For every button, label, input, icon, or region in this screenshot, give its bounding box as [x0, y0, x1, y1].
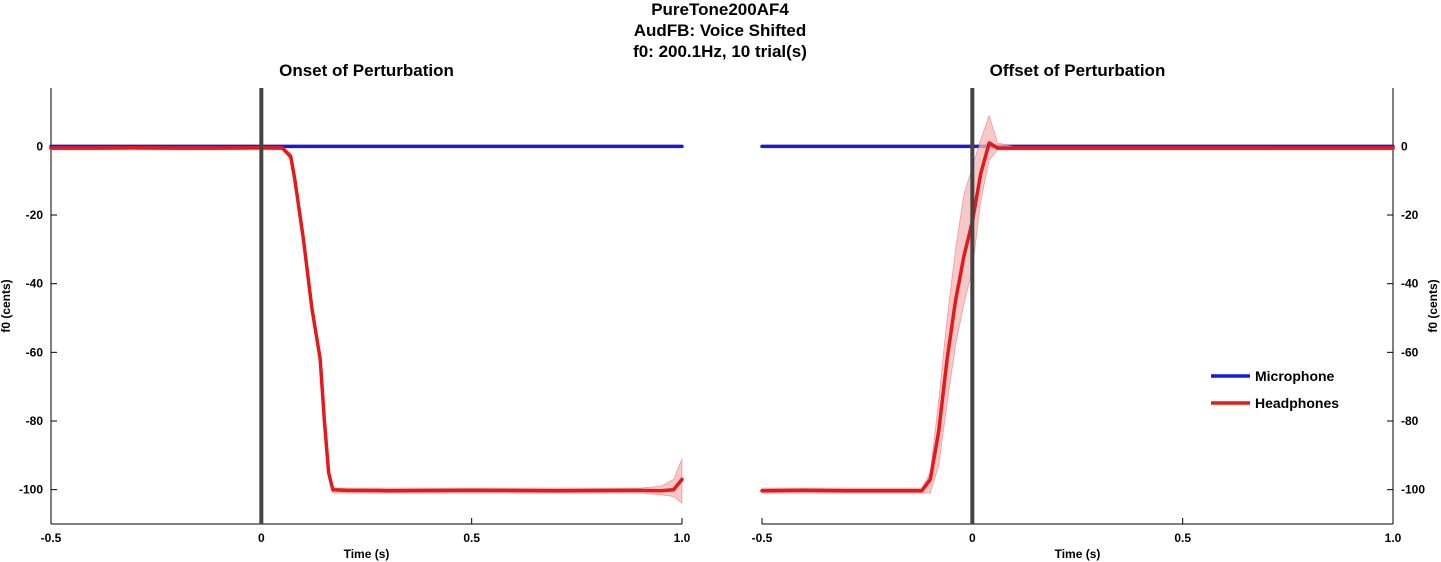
y-tick-label: -100 [1401, 483, 1425, 497]
x-tick-label: 1.0 [1385, 531, 1402, 545]
figure-title-line-1: PureTone200AF4 [651, 0, 789, 19]
x-tick-label: -0.5 [752, 531, 773, 545]
y-tick-label: -60 [26, 345, 44, 359]
y-tick-label: -20 [1401, 208, 1419, 222]
y-tick-label: -80 [26, 414, 44, 428]
y-tick-label: -40 [1401, 277, 1419, 291]
y-axis-label: f0 (cents) [1426, 279, 1440, 332]
figure-title-line-3: f0: 200.1Hz, 10 trial(s) [633, 42, 807, 61]
headphones-error-band [50, 146, 683, 505]
y-tick-label: 0 [1401, 139, 1408, 153]
x-axis-label: Time (s) [344, 547, 390, 561]
y-tick-label: -20 [26, 208, 44, 222]
y-tick-label: -100 [19, 483, 43, 497]
y-tick-label: -40 [26, 277, 44, 291]
x-tick-label: -0.5 [41, 531, 62, 545]
panel-title: Onset of Perturbation [279, 61, 454, 80]
onset-panel: Onset of Perturbation -0.5 0 0.5 1.0 0 -20 -40 -… [0, 61, 691, 561]
x-tick-label: 0.5 [463, 531, 480, 545]
x-tick-label: 0.5 [1174, 531, 1191, 545]
x-tick-label: 0 [969, 531, 976, 545]
y-tick-label: -60 [1401, 345, 1419, 359]
headphones-error-band [761, 114, 1394, 494]
x-axis-label: Time (s) [1055, 547, 1101, 561]
figure-title-line-2: AudFB: Voice Shifted [634, 21, 807, 40]
offset-panel: Offset of Perturbation -0.5 0 0.5 1.0 0 -20 -40… [752, 61, 1440, 561]
legend-label-headphones: Headphones [1255, 395, 1339, 411]
x-tick-label: 0 [258, 531, 265, 545]
x-tick-label: 1.0 [674, 531, 691, 545]
headphones-series-line [760, 141, 1395, 493]
y-tick-label: 0 [36, 139, 43, 153]
legend-label-microphone: Microphone [1255, 368, 1335, 384]
panel-title: Offset of Perturbation [990, 61, 1166, 80]
headphones-series-line [49, 145, 684, 493]
y-axis-label: f0 (cents) [0, 279, 13, 332]
y-tick-label: -80 [1401, 414, 1419, 428]
